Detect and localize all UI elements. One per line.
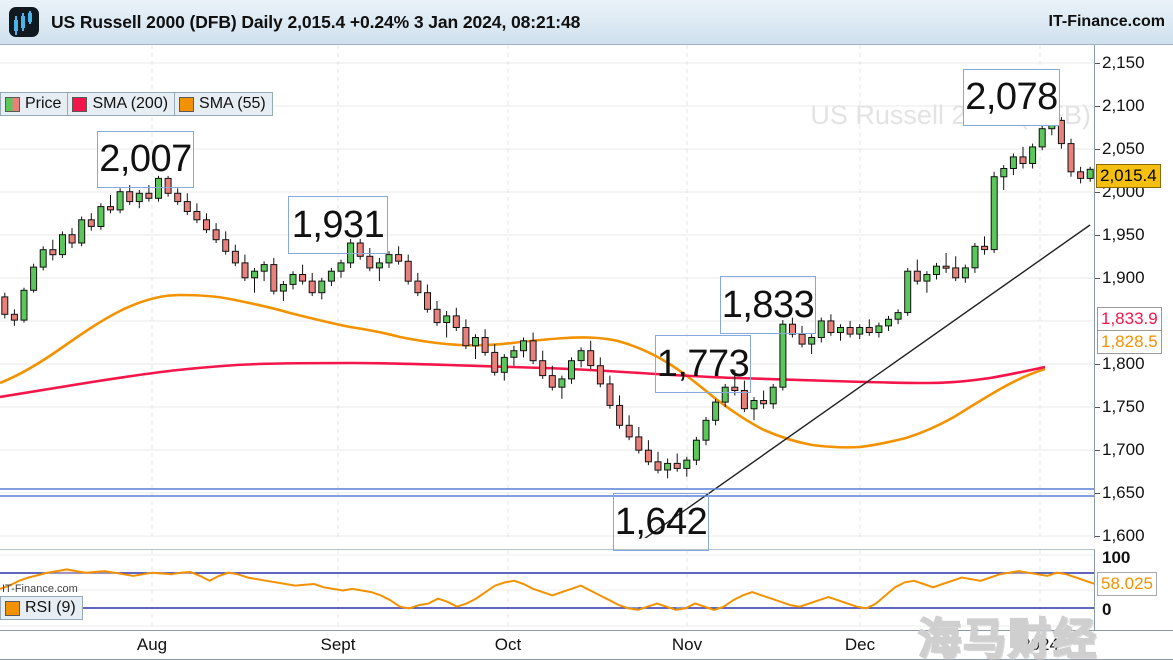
axis-tick-2100: 2,100 [1102, 96, 1145, 115]
axis-tick-1700: 1,700 [1102, 440, 1145, 459]
candlestick-series [1, 117, 1094, 479]
last-price-tag: 2,015.4 [1096, 164, 1161, 188]
x-label-nov: Nov [671, 635, 703, 654]
title-bar: US Russell 2000 (DFB) Daily 2,015.4 +0.2… [0, 0, 1173, 45]
rsi-chart-svg [0, 550, 1094, 630]
vertical-gridlines [151, 45, 1041, 538]
price-swatch-icon [5, 96, 20, 112]
provider-watermark: IT-Finance.com [2, 583, 78, 595]
annotation-1773[interactable]: 1,773 [655, 335, 751, 393]
price-axis[interactable]: 2,150 2,100 2,050 2,000 1,950 1,900 1,80… [1095, 45, 1173, 630]
sma55-swatch-icon [179, 96, 195, 112]
legend-label-price: Price [25, 95, 62, 112]
sma55-value-tag: 1,828.5 [1097, 330, 1162, 354]
legend-label-sma55: SMA (55) [199, 95, 266, 112]
x-label-oct: Oct [494, 635, 522, 654]
x-label-aug: Aug [136, 635, 168, 654]
axis-tick-1650: 1,650 [1102, 483, 1145, 502]
rsi-axis-tick-100: 100 [1102, 548, 1131, 567]
instrument-title: US Russell 2000 (DFB) Daily 2,015.4 +0.2… [51, 11, 581, 32]
x-label-2024: 2024 [1021, 635, 1059, 654]
uptrend-line[interactable] [617, 224, 1091, 538]
brand-label: IT-Finance.com [1048, 13, 1165, 30]
sma55-line [0, 293, 1046, 449]
x-label-sept: Sept [320, 635, 356, 654]
chart-area: US Russell 2000 (DFB) [0, 45, 1173, 660]
support-level-lines[interactable] [0, 488, 1095, 497]
legend-item-sma200[interactable]: SMA (200) [67, 92, 176, 116]
time-axis[interactable]: Aug Sept Oct Nov Dec 2024 [0, 630, 1173, 660]
annotation-2078[interactable]: 2,078 [963, 69, 1060, 126]
rsi-value-tag: 58.025 [1097, 572, 1157, 596]
annotation-1642[interactable]: 1,642 [613, 493, 709, 551]
axis-tick-1750: 1,750 [1102, 397, 1145, 416]
axis-tick-1800: 1,800 [1102, 354, 1145, 373]
price-legend: Price SMA (200) SMA (55) [0, 92, 273, 116]
legend-item-price[interactable]: Price [0, 92, 69, 116]
axis-tick-1950: 1,950 [1102, 225, 1145, 244]
sma200-line [0, 361, 1046, 399]
rsi-vertical-gridlines [151, 550, 1041, 630]
legend-item-sma55[interactable]: SMA (55) [174, 92, 273, 116]
rsi-gridlines [0, 554, 1094, 627]
price-chart-svg [0, 45, 1095, 538]
axis-tick-1600: 1,600 [1102, 526, 1145, 545]
annotation-1931[interactable]: 1,931 [288, 196, 388, 254]
horizontal-gridlines [0, 62, 1094, 537]
rsi-indicator-pane[interactable] [0, 549, 1095, 630]
price-chart-pane[interactable] [0, 45, 1095, 538]
legend-label-sma200: SMA (200) [92, 95, 169, 112]
sma200-swatch-icon [72, 96, 88, 112]
legend-item-rsi[interactable]: RSI (9) [0, 596, 83, 620]
axis-tick-1900: 1,900 [1102, 268, 1145, 287]
rsi-axis-tick-0: 0 [1102, 600, 1112, 619]
rsi-swatch-icon [5, 600, 20, 616]
annotation-2007[interactable]: 2,007 [97, 131, 194, 188]
x-label-dec: Dec [844, 635, 876, 654]
rsi-legend: RSI (9) [0, 596, 83, 620]
sma200-value-tag: 1,833.9 [1097, 307, 1162, 331]
annotation-1833[interactable]: 1,833 [720, 276, 816, 334]
legend-label-rsi: RSI (9) [25, 599, 76, 616]
candlestick-app-icon [9, 7, 39, 37]
axis-tick-2150: 2,150 [1102, 53, 1145, 72]
axis-tick-2050: 2,050 [1102, 139, 1145, 158]
rsi-line [0, 568, 1094, 611]
